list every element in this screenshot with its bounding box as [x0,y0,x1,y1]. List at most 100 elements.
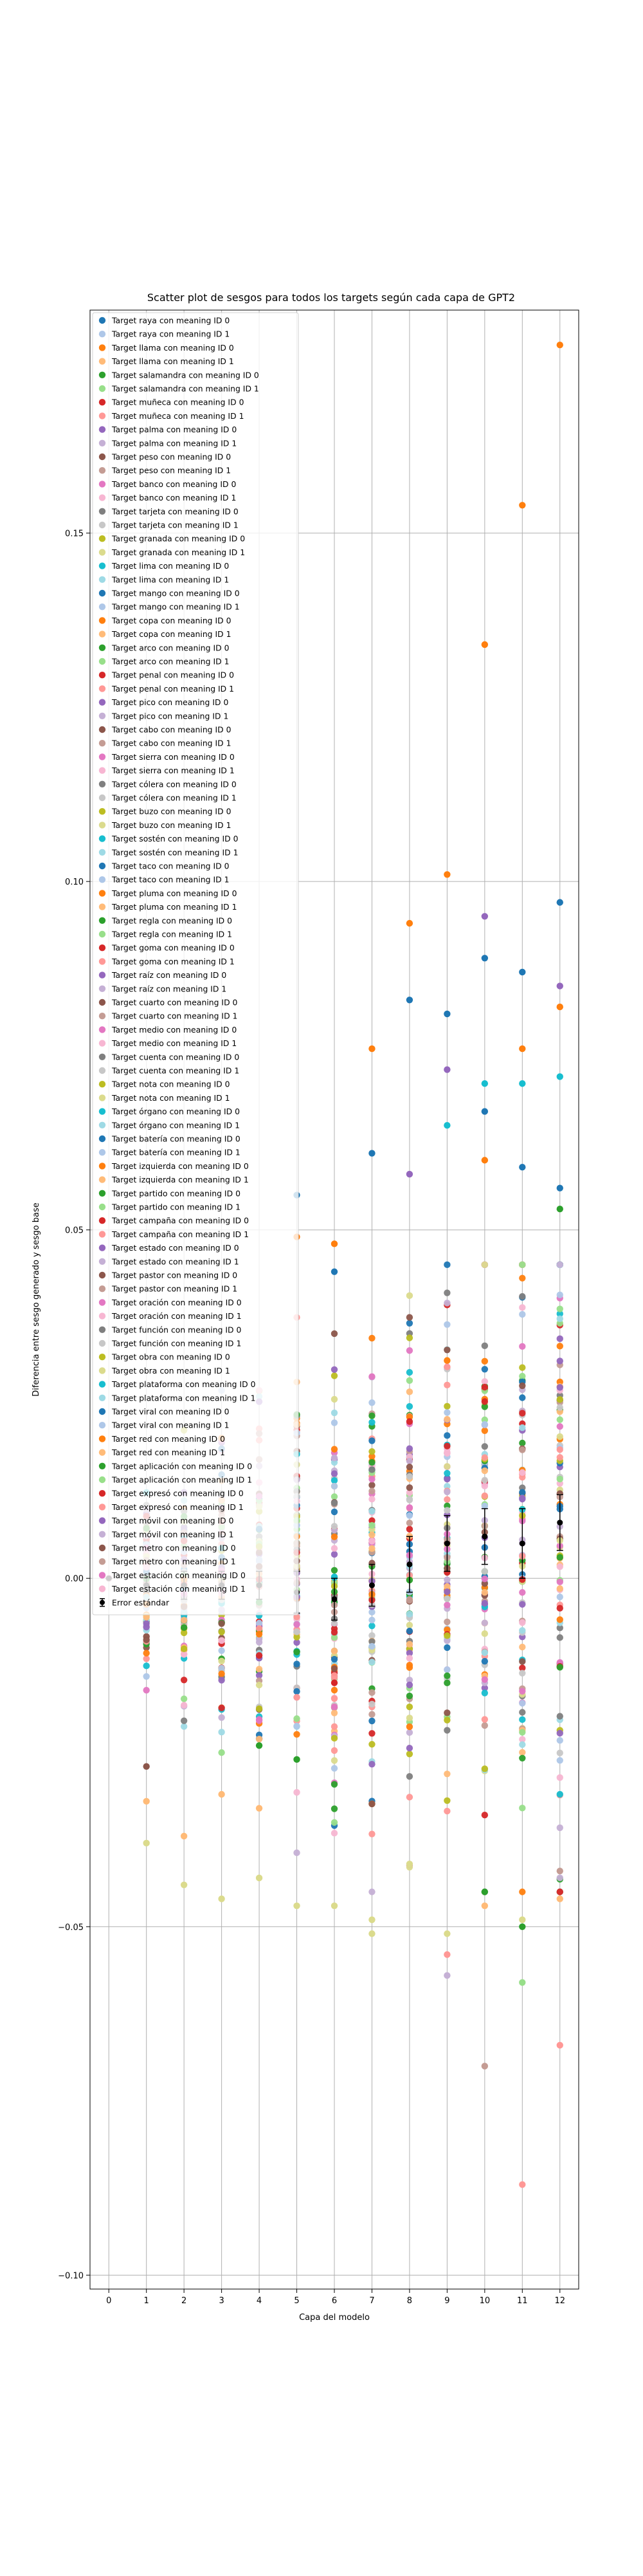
legend-marker [98,494,106,501]
scatter-point-outlier [519,502,526,509]
legend-entry: Target móvil con meaning ID 1 [111,1529,234,1539]
legend-entry: Target nota con meaning ID 0 [111,1080,230,1089]
scatter-point-outlier [218,1895,225,1902]
scatter-point-outlier [519,968,526,976]
chart-title: Scatter plot de sesgos para todos los ta… [147,291,515,304]
legend-entry: Target regla con meaning ID 0 [111,915,232,925]
scatter-point-outlier [556,341,563,349]
legend-entry: Target nota con meaning ID 1 [111,1093,230,1103]
legend-entry: Target lima con meaning ID 1 [111,575,229,584]
scatter-point [406,1744,413,1752]
scatter-point [331,1672,338,1679]
scatter-point [556,1433,563,1440]
scatter-point [368,1458,376,1466]
legend-entry: Target cólera con meaning ID 1 [111,793,237,803]
legend-entry: Target oración con meaning ID 0 [111,1298,242,1307]
scatter-point [331,1545,338,1552]
scatter-point [406,1292,413,1300]
scatter-point [556,1634,563,1641]
legend-marker [98,1462,106,1469]
legend-marker [98,1381,106,1388]
scatter-point [331,1781,338,1788]
scatter-point [519,1643,526,1651]
scatter-point-outlier [143,1839,150,1847]
scatter-point [519,1716,526,1724]
x-axis-label: Capa del modelo [299,2313,370,2323]
scatter-point [481,1657,489,1665]
scatter-point [444,1289,451,1296]
legend-entry: Target órgano con meaning ID 1 [111,1120,240,1130]
scatter-point [293,1849,300,1857]
x-tick-label: 0 [106,2296,111,2306]
legend-entry: Target izquierda con meaning ID 1 [111,1175,249,1184]
legend-entry: Target peso con meaning ID 1 [111,466,231,475]
scatter-point [444,1261,451,1269]
scatter-point [331,1747,338,1754]
scatter-point [519,1754,526,1762]
scatter-point [444,1469,451,1477]
scatter-point-outlier [218,1790,225,1798]
scatter-point [293,1694,300,1701]
scatter-point [444,1727,451,1734]
error-mean-point [519,1540,525,1547]
scatter-point [255,1625,263,1632]
legend-entry: Target viral con meaning ID 0 [111,1407,230,1417]
scatter-point [519,1709,526,1716]
legend-entry: Target buzo con meaning ID 1 [111,820,231,830]
scatter-point [444,1618,451,1626]
scatter-point [556,1357,563,1365]
scatter-point [444,1357,451,1364]
scatter-point [331,1655,338,1663]
scatter-point [556,1749,563,1756]
legend-marker [98,1449,106,1456]
scatter-point [481,1366,489,1373]
scatter-point [519,1805,526,1812]
scatter-point [406,1655,413,1662]
scatter-point-outlier [293,1756,300,1763]
scatter-point [406,1681,413,1689]
scatter-point [331,1686,338,1694]
scatter-point [218,1704,225,1711]
scatter-point [444,1363,451,1370]
scatter-point [255,1630,263,1638]
scatter-point [368,1373,376,1380]
legend-entry: Target sierra con meaning ID 1 [111,766,235,775]
legend-marker [98,808,106,815]
x-tick-label: 5 [294,2296,299,2306]
scatter-point-outlier [368,1045,376,1053]
legend-entry: Target expresó con meaning ID 0 [111,1489,244,1498]
legend-marker [98,1544,106,1552]
legend-entry: Target banco con meaning ID 1 [111,493,236,502]
scatter-point [481,1492,489,1500]
scatter-point [293,1613,300,1621]
scatter-point-outlier [519,1164,526,1171]
legend-marker [98,331,106,338]
scatter-point [331,1805,338,1812]
scatter-point [481,1588,489,1596]
y-axis-label: Diferencia entre sesgo generado y sesgo … [32,1202,41,1397]
scatter-point [368,1507,376,1515]
scatter-point [255,1671,263,1679]
legend-marker [98,549,106,556]
legend-entry: Target pastor con meaning ID 1 [111,1284,237,1294]
scatter-point-outlier [444,1066,451,1073]
scatter-point [444,1488,451,1496]
scatter-point [406,1715,413,1722]
scatter-point [331,1819,338,1826]
legend-marker [98,1203,106,1211]
scatter-point [519,1469,526,1477]
scatter-point [519,1495,526,1502]
scatter-point [331,1574,338,1581]
scatter-point [255,1666,263,1673]
scatter-point [481,1580,489,1587]
x-tick-label: 1 [144,2296,149,2306]
scatter-point [556,1454,563,1461]
scatter-point [143,1623,150,1631]
scatter-point [406,1445,413,1452]
scatter-point [556,1888,563,1895]
scatter-point [331,1567,338,1574]
scatter-point [444,1595,451,1603]
x-tick-label: 10 [480,2296,491,2306]
legend-marker [98,1435,106,1442]
legend-entry: Target función con meaning ID 0 [111,1325,242,1334]
